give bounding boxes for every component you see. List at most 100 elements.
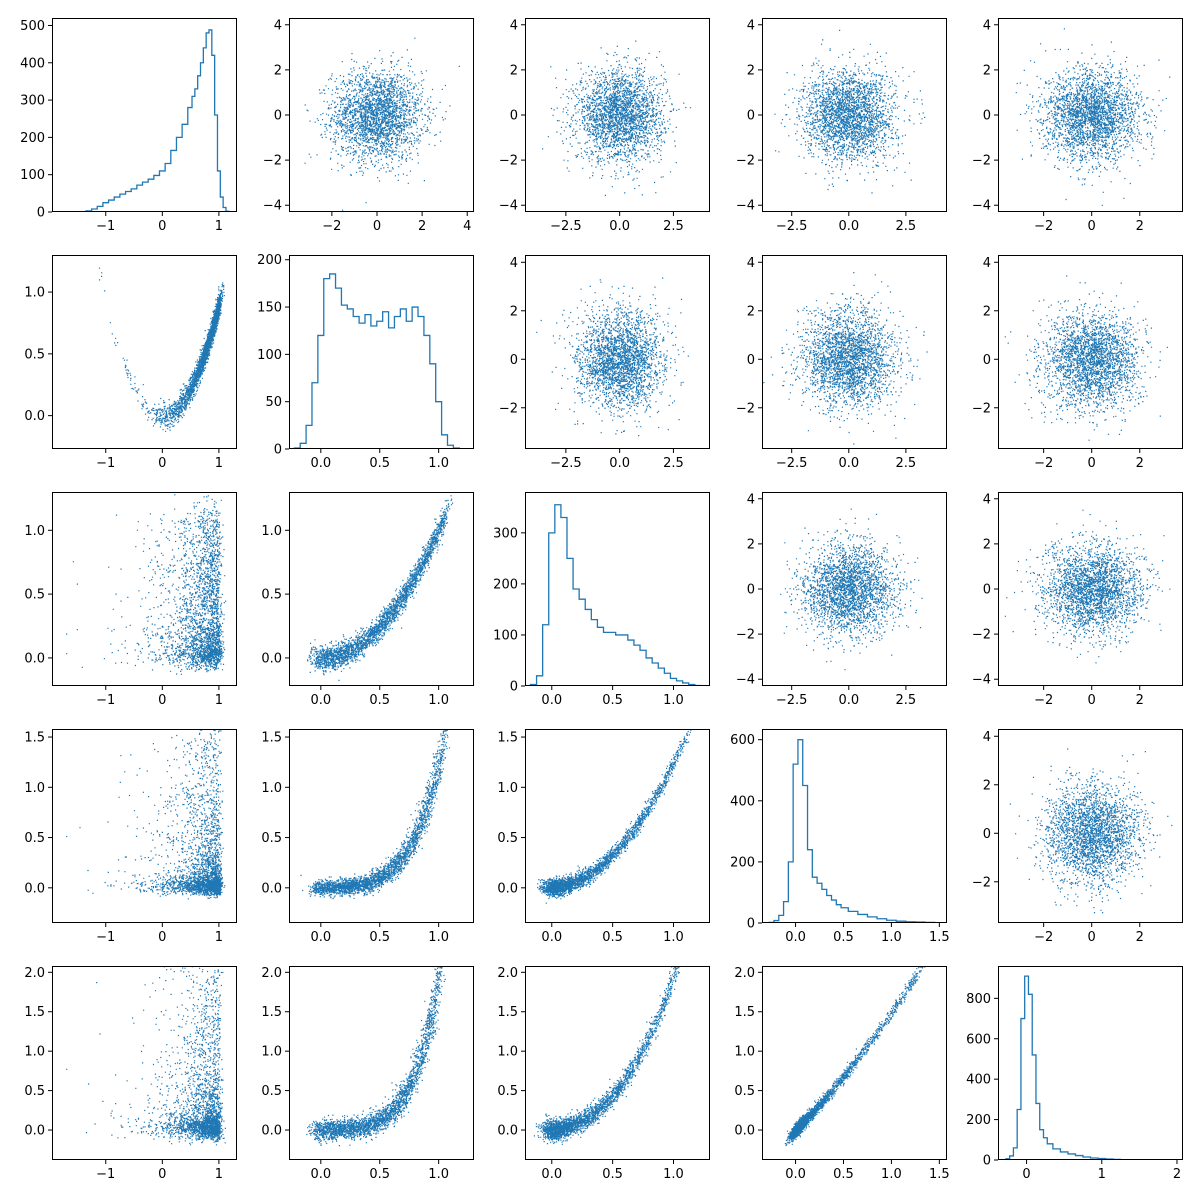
axes-frame-r3c5 [998,492,1183,686]
x-tick-label-r4c5: 2 [1136,930,1144,945]
axes-frame-r1c4 [762,18,947,212]
y-tick-label-r3c3: 200 [493,577,518,592]
y-tick-label-r1c4: −4 [736,199,755,214]
y-tick-label-r2c4: −2 [736,401,755,416]
y-tick-label-r1c4: 0 [747,109,755,124]
histogram-step-r4c4 [768,739,945,923]
y-tick-label-r2c2: 200 [257,253,282,268]
y-tick-label-r4c1: 0.0 [24,881,45,896]
x-tick-label-r2c4: −2.5 [776,456,808,471]
x-tick-label-r3c5: 2 [1136,693,1144,708]
y-tick-label-r3c3: 0 [510,680,518,695]
axes-frame-r5c1 [52,966,237,1160]
y-tick-label-r5c2: 1.0 [261,1045,282,1060]
y-tick-label-r5c2: 0.5 [261,1084,282,1099]
y-tick-label-r3c5: 2 [983,537,991,552]
plot-area-r3c5 [1004,509,1171,664]
x-tick-label-r4c1: −1 [96,930,115,945]
scatter-points-r4c5 [1009,748,1173,914]
plot-area-r4c4 [768,739,945,923]
x-tick-label-r4c4: 0.0 [785,930,806,945]
panel-r5c4: 0.0 0.5 1.0 1.5 0.0 0.5 1.0 1.5 2.0 [734,966,949,1182]
panel-r2c5: −2 0 2 −2 0 2 4 [972,255,1183,471]
y-tick-label-r1c2: 0 [274,109,282,124]
plot-area-r1c2 [304,37,460,211]
x-tick-label-r4c3: 0.5 [602,930,623,945]
y-tick-label-r4c3: 0.5 [497,831,518,846]
plot-area-r5c1 [66,966,226,1146]
y-tick-label-r2c5: 4 [983,256,991,271]
panel-r1c2: −2 0 2 4 −4 −2 0 2 4 [263,18,474,234]
x-tick-label-r4c5: 0 [1088,930,1096,945]
x-tick-label-r1c4: −2.5 [776,219,808,234]
plot-area-r4c2 [300,729,451,900]
plot-area-r3c2 [307,495,454,681]
scatter-points-r3c5 [1004,509,1171,664]
y-tick-label-r2c1: 1.0 [24,286,45,301]
y-tick-label-r4c4: 200 [730,855,755,870]
panel-r2c1: −1 0 1 0.0 0.5 1.0 [24,255,237,471]
x-tick-label-r2c5: −2 [1034,456,1053,471]
y-tick-label-r1c2: 2 [274,63,282,78]
panel-r5c3: 0.0 0.5 1.0 0.0 0.5 1.0 1.5 2.0 [497,966,710,1182]
scatter-points-r2c5 [1004,275,1168,441]
plot-area-r2c4 [763,272,928,445]
y-tick-label-r2c3: −2 [499,401,518,416]
x-tick-label-r2c1: −1 [96,456,115,471]
x-tick-label-r2c1: 1 [215,456,223,471]
x-tick-label-r2c5: 0 [1088,456,1096,471]
x-tick-label-r4c2: 0.5 [369,930,390,945]
panel-r4c4: 0.0 0.5 1.0 1.5 0 200 400 600 [730,729,950,945]
y-tick-label-r3c1: 0.5 [24,588,45,603]
panel-r1c5: −2 0 2 −4 −2 0 2 4 [972,18,1183,234]
y-tick-label-r1c3: 4 [510,18,518,33]
x-tick-label-r3c3: 0.5 [602,693,623,708]
y-tick-label-r2c2: 100 [257,348,282,363]
x-tick-label-r3c3: 1.0 [663,693,684,708]
plot-area-r2c2 [293,273,466,449]
plot-area-r1c3 [542,40,692,196]
y-tick-label-r1c1: 400 [20,56,45,71]
panel-r2c2: 0.0 0.5 1.0 0 50 100 150 200 [257,253,474,471]
x-tick-label-r3c1: −1 [96,693,115,708]
x-tick-label-r1c2: 2 [418,219,426,234]
x-tick-label-r1c1: 1 [215,219,223,234]
y-tick-label-r4c3: 0.0 [497,881,518,896]
x-tick-label-r1c5: 2 [1136,219,1144,234]
y-tick-label-r2c1: 0.0 [24,409,45,424]
y-tick-label-r3c5: −2 [972,628,991,643]
y-tick-label-r1c3: −4 [499,199,518,214]
axes-frame-r4c2 [289,729,474,923]
y-tick-label-r1c5: 2 [983,63,991,78]
plot-area-r2c3 [536,277,689,437]
y-tick-label-r2c1: 0.5 [24,347,45,362]
panel-r4c2: 0.0 0.5 1.0 0.0 0.5 1.0 1.5 [261,729,474,945]
y-tick-label-r3c4: 2 [747,537,755,552]
x-tick-label-r4c3: 0.0 [541,930,562,945]
scatter-points-r2c3 [536,277,689,437]
y-tick-label-r5c3: 1.0 [497,1045,518,1060]
x-tick-label-r5c3: 0.5 [602,1167,623,1182]
panel-r5c1: −1 0 1 0.0 0.5 1.0 1.5 2.0 [24,966,237,1182]
y-tick-label-r4c5: 4 [983,730,991,745]
plot-area-r5c5 [1001,975,1178,1160]
y-tick-label-r1c5: −2 [972,154,991,169]
x-tick-label-r5c2: 1.0 [428,1167,449,1182]
axes-frame-r4c1 [52,729,237,923]
axes-frame-r5c4 [762,966,947,1160]
scatter-points-r3c4 [780,508,923,671]
x-tick-label-r5c1: 0 [158,1167,166,1182]
scatter-points-r2c4 [763,272,928,445]
x-tick-label-r1c5: −2 [1034,219,1053,234]
y-tick-label-r5c3: 0.5 [497,1084,518,1099]
y-tick-label-r5c3: 0.0 [497,1124,518,1139]
x-tick-label-r5c5: 2 [1173,1167,1181,1182]
x-tick-label-r4c3: 1.0 [663,930,684,945]
y-tick-label-r1c5: 0 [983,109,991,124]
panel-r1c4: −2.5 0.0 2.5 −4 −2 0 2 4 [736,18,947,234]
x-tick-label-r2c2: 0.0 [310,456,331,471]
y-tick-label-r1c4: 2 [747,63,755,78]
x-tick-label-r1c1: −1 [96,219,115,234]
x-tick-label-r4c4: 0.5 [833,930,854,945]
